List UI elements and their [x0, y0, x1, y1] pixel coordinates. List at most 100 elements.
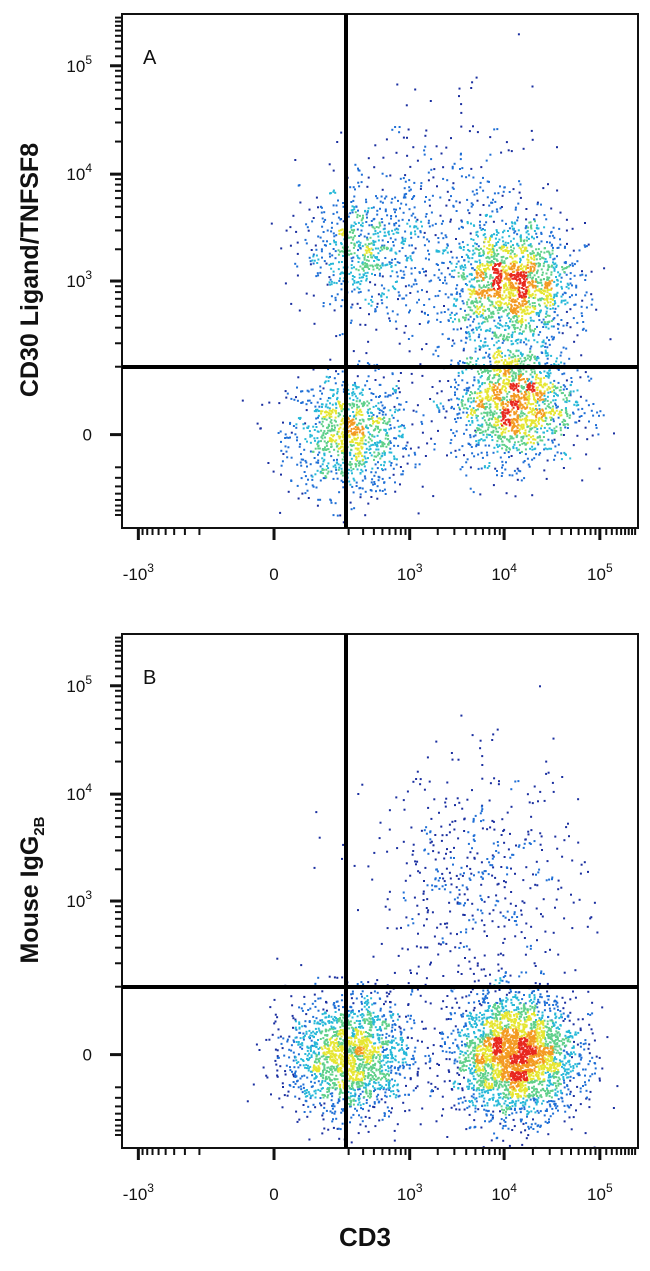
- panel-a-point: [370, 304, 373, 307]
- panel-a-point: [394, 411, 396, 414]
- panel-a-point: [492, 355, 495, 358]
- panel-a-point: [440, 390, 443, 393]
- panel-a-point: [598, 414, 600, 417]
- panel-a-point: [382, 156, 385, 159]
- panel-a-point: [353, 421, 356, 424]
- panel-a-point: [466, 326, 469, 329]
- panel-a-point: [527, 412, 530, 414]
- panel-a-point: [369, 418, 372, 420]
- panel-a-point: [500, 428, 503, 431]
- panel-a-point: [369, 438, 372, 441]
- panel-a-point: [364, 457, 367, 460]
- panel-a-point: [446, 454, 448, 457]
- panel-a-point: [500, 296, 503, 299]
- panel-a-point: [341, 228, 344, 231]
- panel-a-point: [382, 293, 385, 296]
- panel-a-point: [507, 401, 509, 403]
- panel-a-point: [470, 290, 473, 293]
- panel-a-point: [383, 224, 386, 227]
- panel-a-point: [385, 246, 388, 249]
- panel-a-point: [360, 410, 363, 413]
- panel-a-point: [369, 433, 372, 436]
- panel-a-point: [519, 415, 522, 418]
- panel-a-point: [351, 392, 354, 395]
- panel-a-point: [465, 176, 468, 179]
- panel-a-point: [552, 258, 555, 261]
- panel-a-point: [428, 204, 431, 207]
- panel-a-point: [374, 283, 377, 286]
- panel-a-point: [465, 253, 468, 256]
- panel-a-point: [455, 293, 458, 295]
- panel-a-point: [505, 363, 508, 366]
- panel-a-point: [545, 282, 547, 285]
- panel-a-point: [467, 363, 470, 366]
- panel-a-point: [466, 357, 469, 360]
- panel-a-point: [360, 276, 363, 279]
- panel-a-point: [359, 409, 362, 412]
- panel-a-point: [446, 243, 449, 246]
- panel-a-point: [327, 397, 330, 399]
- panel-a-point: [504, 250, 507, 253]
- panel-a-point: [534, 284, 537, 287]
- panel-a-point: [523, 265, 526, 268]
- panel-a-point: [370, 444, 373, 447]
- panel-a-point: [484, 444, 487, 447]
- panel-a-point: [536, 441, 539, 444]
- panel-a-point: [585, 291, 588, 294]
- panel-a-point: [573, 263, 576, 266]
- panel-a-point: [405, 401, 408, 403]
- panel-a-point: [464, 264, 466, 267]
- panel-a-point: [494, 406, 497, 409]
- panel-a-point: [409, 165, 412, 168]
- panel-a-point: [547, 264, 550, 267]
- panel-a-point: [376, 302, 379, 305]
- panel-a-point: [529, 408, 532, 411]
- panel-a-point: [476, 305, 478, 308]
- panel-a-point: [460, 339, 463, 342]
- panel-a-point: [372, 429, 375, 432]
- panel-a-point: [486, 423, 489, 426]
- panel-a-point: [352, 224, 355, 227]
- panel-a-point: [548, 282, 550, 285]
- panel-a-point: [536, 325, 538, 328]
- panel-a-point: [533, 370, 536, 373]
- panel-a-point: [529, 306, 532, 309]
- panel-a-point: [300, 458, 303, 461]
- panel-a-point: [575, 293, 577, 296]
- panel-a-point: [405, 448, 407, 451]
- panel-a-point: [525, 246, 528, 249]
- panel-a-point: [550, 273, 553, 276]
- panel-a-point: [485, 369, 488, 372]
- panel-a-point: [491, 276, 494, 279]
- panel-a-point: [492, 354, 495, 357]
- panel-a-point: [540, 416, 543, 419]
- panel-a-point: [456, 397, 459, 400]
- panel-a-point: [329, 358, 332, 361]
- panel-a-point: [342, 380, 345, 383]
- panel-a-point: [435, 404, 438, 407]
- panel-a-point: [540, 297, 543, 300]
- panel-a-point: [332, 389, 335, 392]
- panel-a-point: [336, 450, 339, 453]
- panel-a-point: [508, 312, 511, 315]
- panel-a-point: [365, 275, 368, 277]
- panel-a-point: [379, 264, 382, 267]
- panel-a-point: [519, 451, 521, 454]
- panel-a-point: [506, 314, 509, 317]
- panel-a-point: [491, 251, 494, 254]
- panel-a-point: [394, 281, 397, 283]
- panel-a-point: [370, 496, 373, 498]
- panel-a-point: [550, 207, 553, 210]
- panel-a-point: [482, 406, 485, 409]
- panel-a-point: [551, 441, 554, 444]
- panel-a-point: [497, 192, 500, 195]
- panel-a-point: [355, 481, 358, 484]
- panel-a-point: [419, 231, 422, 234]
- panel-a-point: [332, 465, 335, 468]
- panel-a-point: [444, 416, 447, 419]
- panel-a-point: [535, 312, 538, 314]
- panel-a-point: [304, 475, 307, 478]
- panel-a-point: [322, 472, 324, 475]
- panel-a-point: [510, 356, 513, 359]
- panel-a-point: [511, 299, 513, 302]
